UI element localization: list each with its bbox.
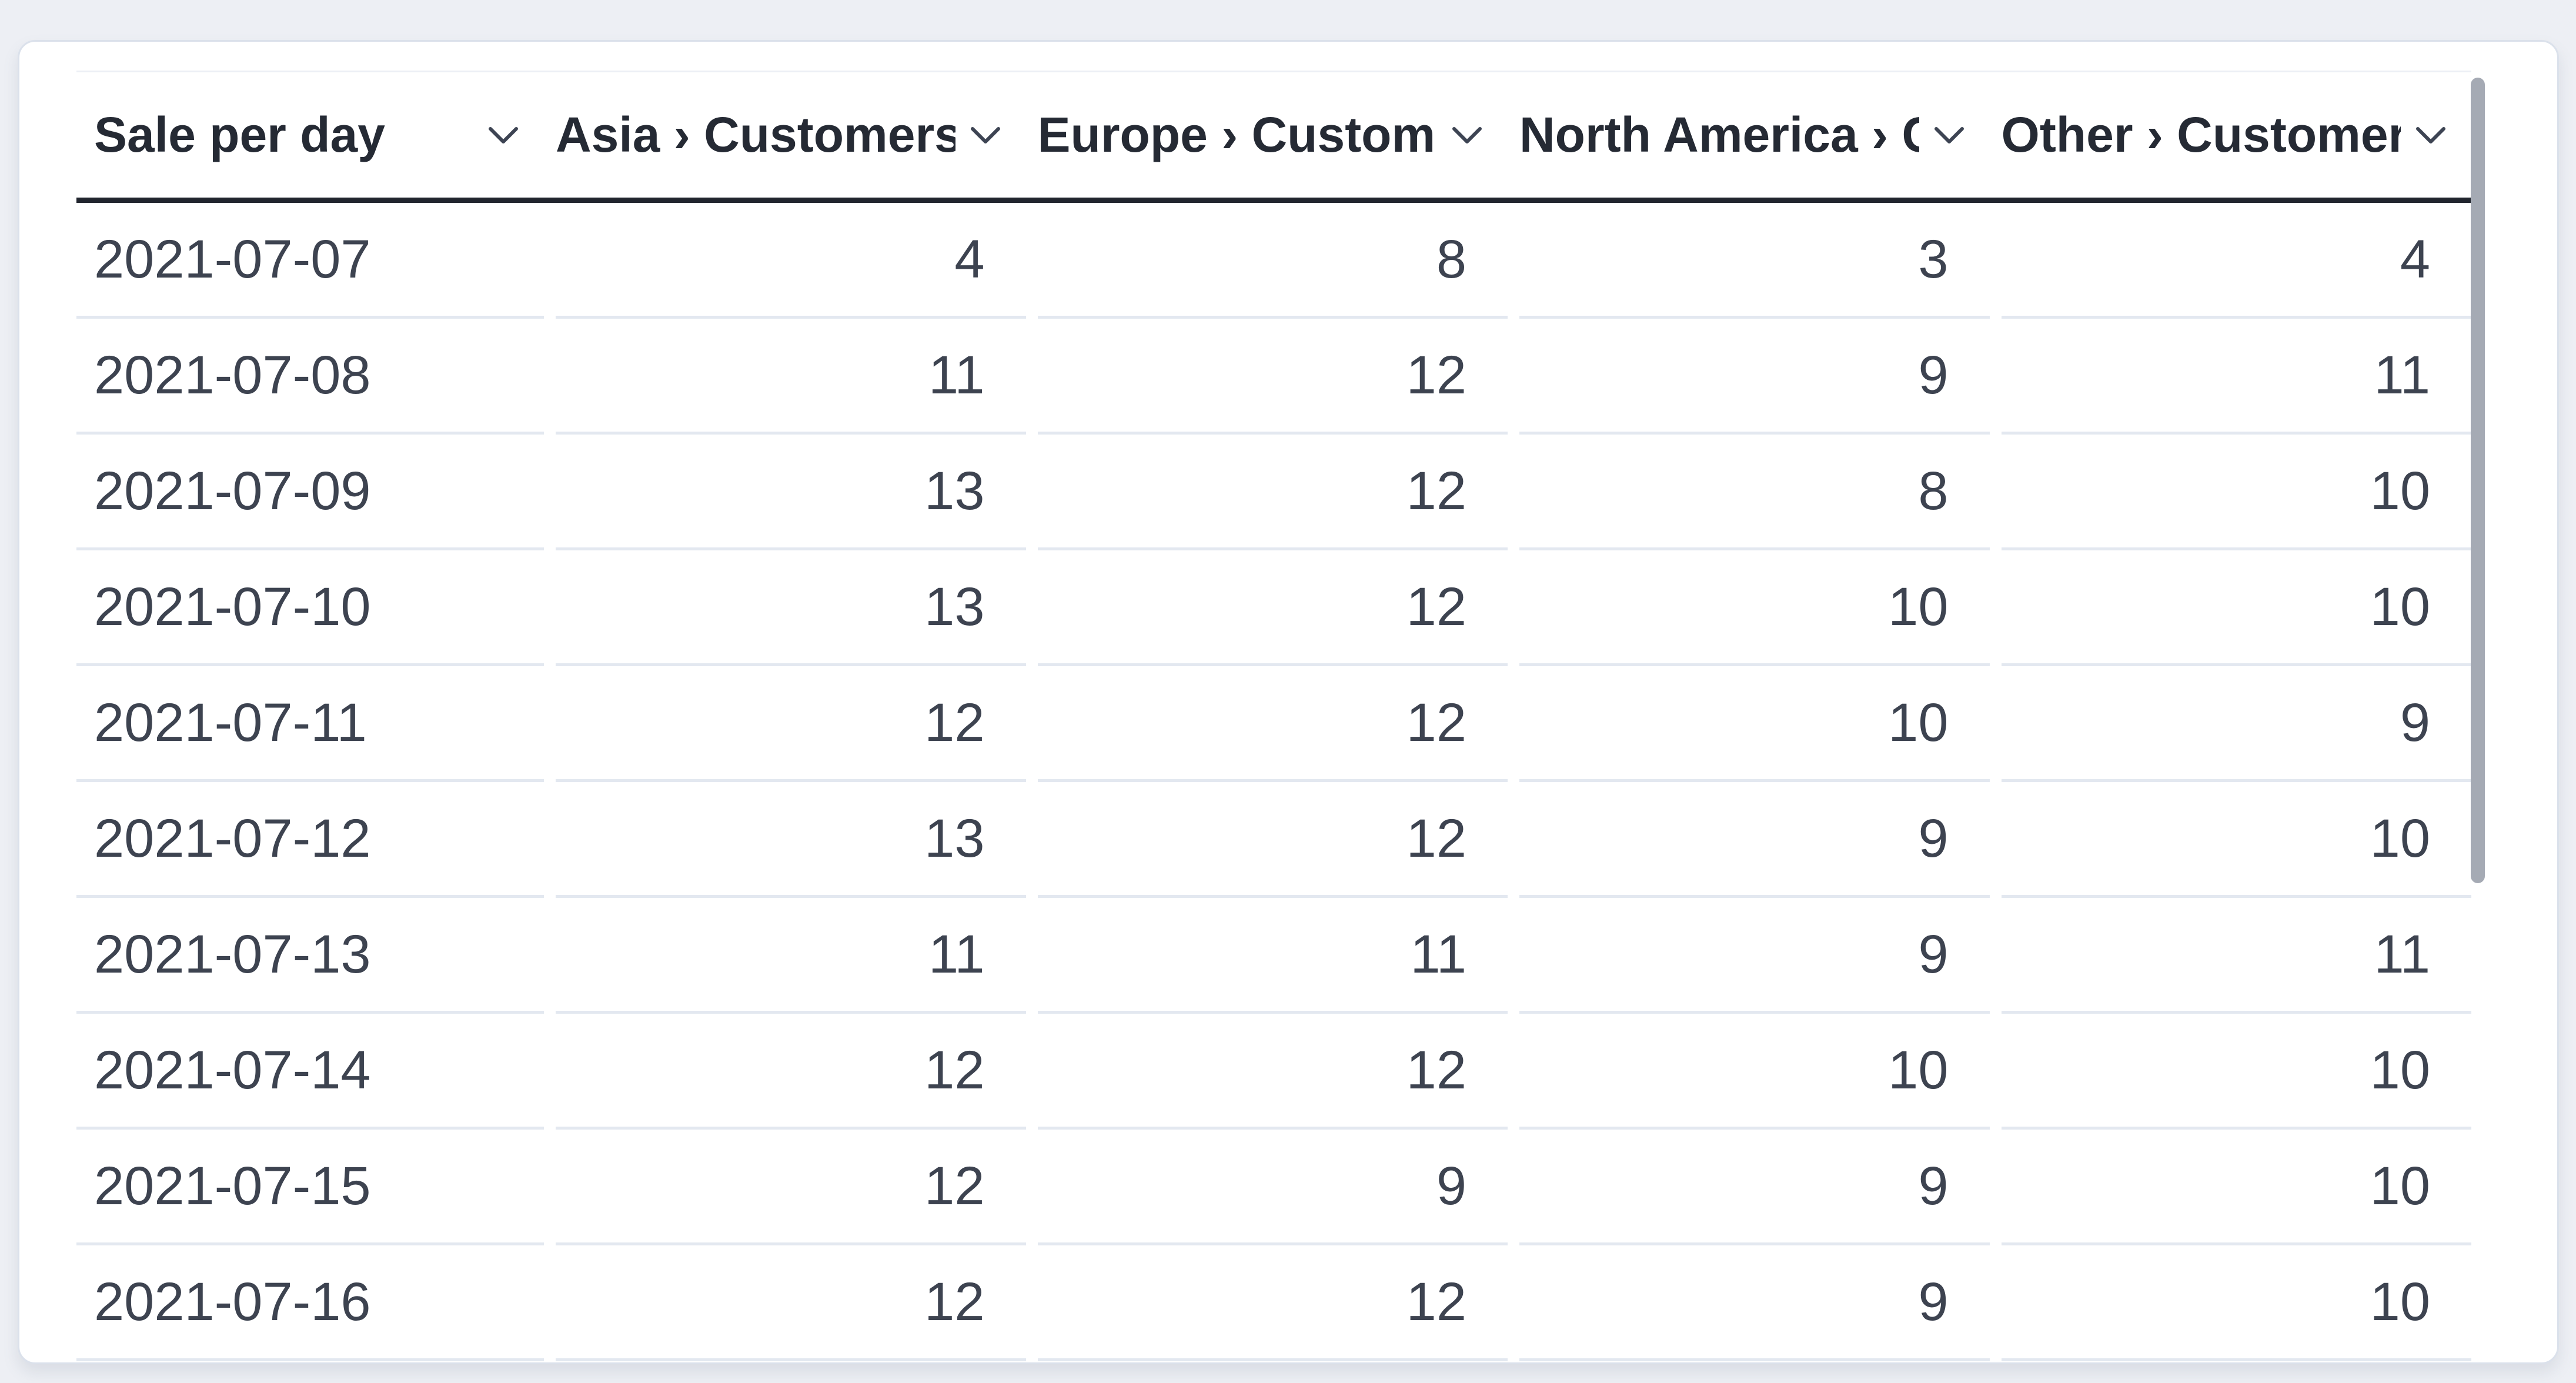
cell-europe-customers[interactable]: 12 (1037, 782, 1508, 898)
table-scroll-viewport: Sale per day Asia › Customers Europe › C… (76, 71, 2485, 1362)
chevron-down-icon[interactable] (1933, 125, 1965, 145)
chevron-down-icon[interactable] (970, 125, 1001, 145)
table-row: 2021-07-08 11 12 9 11 (76, 319, 2471, 435)
column-header-other-customers[interactable]: Other › Customers (2002, 72, 2472, 198)
cell-other-customers[interactable]: 10 (2001, 1245, 2471, 1361)
table-row: 2021-07-15 12 9 9 10 (76, 1130, 2471, 1245)
cell-north-america-customers[interactable]: 8 (1519, 435, 1990, 550)
chevron-down-icon[interactable] (1451, 125, 1483, 145)
data-table: Sale per day Asia › Customers Europe › C… (76, 71, 2471, 1361)
cell-date[interactable]: 2021-07-13 (76, 898, 544, 1014)
cell-asia-customers[interactable]: 13 (556, 782, 1026, 898)
cell-asia-customers[interactable]: 11 (556, 319, 1026, 435)
cell-north-america-customers[interactable]: 10 (1519, 666, 1990, 782)
cell-europe-customers[interactable]: 12 (1037, 435, 1508, 550)
cell-north-america-customers[interactable]: 9 (1519, 1130, 1990, 1245)
table-body: 2021-07-07 4 8 3 4 2021-07-08 11 12 9 11… (76, 203, 2471, 1361)
cell-north-america-customers[interactable]: 9 (1519, 898, 1990, 1014)
table-card: Sale per day Asia › Customers Europe › C… (18, 40, 2559, 1364)
table-header-row: Sale per day Asia › Customers Europe › C… (76, 71, 2471, 203)
cell-other-customers[interactable]: 11 (2001, 898, 2471, 1014)
table-row: 2021-07-12 13 12 9 10 (76, 782, 2471, 898)
cell-asia-customers[interactable]: 12 (556, 1245, 1026, 1361)
column-header-label: Sale per day (94, 107, 385, 162)
chevron-down-icon[interactable] (2415, 125, 2447, 145)
cell-other-customers[interactable]: 10 (2001, 1014, 2471, 1130)
cell-date[interactable]: 2021-07-14 (76, 1014, 544, 1130)
cell-other-customers[interactable]: 10 (2001, 550, 2471, 666)
cell-europe-customers[interactable]: 12 (1037, 666, 1508, 782)
cell-north-america-customers[interactable]: 10 (1519, 550, 1990, 666)
cell-europe-customers[interactable]: 12 (1037, 1014, 1508, 1130)
column-header-asia-customers[interactable]: Asia › Customers (556, 72, 1026, 198)
cell-date[interactable]: 2021-07-09 (76, 435, 544, 550)
cell-europe-customers[interactable]: 12 (1037, 1245, 1508, 1361)
cell-date[interactable]: 2021-07-16 (76, 1245, 544, 1361)
cell-europe-customers[interactable]: 12 (1037, 319, 1508, 435)
column-header-label: North America › Customers (1519, 107, 1919, 162)
table-row: 2021-07-14 12 12 10 10 (76, 1014, 2471, 1130)
cell-europe-customers[interactable]: 12 (1037, 550, 1508, 666)
cell-europe-customers[interactable]: 8 (1037, 203, 1508, 319)
cell-other-customers[interactable]: 10 (2001, 435, 2471, 550)
cell-north-america-customers[interactable]: 9 (1519, 1245, 1990, 1361)
column-header-europe-customers[interactable]: Europe › Customers (1038, 72, 1508, 198)
table-row: 2021-07-13 11 11 9 11 (76, 898, 2471, 1014)
column-header-label: Other › Customers (2001, 107, 2401, 162)
table-row: 2021-07-10 13 12 10 10 (76, 550, 2471, 666)
cell-europe-customers[interactable]: 9 (1037, 1130, 1508, 1245)
table-row: 2021-07-09 13 12 8 10 (76, 435, 2471, 550)
cell-date[interactable]: 2021-07-15 (76, 1130, 544, 1245)
cell-asia-customers[interactable]: 13 (556, 435, 1026, 550)
cell-other-customers[interactable]: 10 (2001, 1130, 2471, 1245)
cell-date[interactable]: 2021-07-10 (76, 550, 544, 666)
cell-date[interactable]: 2021-07-12 (76, 782, 544, 898)
chevron-down-icon[interactable] (487, 125, 519, 145)
cell-asia-customers[interactable]: 12 (556, 1130, 1026, 1245)
column-header-label: Asia › Customers (556, 107, 955, 162)
table-row: 2021-07-11 12 12 10 9 (76, 666, 2471, 782)
table-row: 2021-07-07 4 8 3 4 (76, 203, 2471, 319)
cell-asia-customers[interactable]: 12 (556, 666, 1026, 782)
vertical-scrollbar-thumb[interactable] (2471, 78, 2485, 883)
cell-other-customers[interactable]: 11 (2001, 319, 2471, 435)
cell-other-customers[interactable]: 4 (2001, 203, 2471, 319)
cell-north-america-customers[interactable]: 3 (1519, 203, 1990, 319)
cell-other-customers[interactable]: 10 (2001, 782, 2471, 898)
cell-asia-customers[interactable]: 11 (556, 898, 1026, 1014)
cell-date[interactable]: 2021-07-08 (76, 319, 544, 435)
column-header-sale-per-day[interactable]: Sale per day (76, 72, 544, 198)
cell-north-america-customers[interactable]: 10 (1519, 1014, 1990, 1130)
cell-north-america-customers[interactable]: 9 (1519, 782, 1990, 898)
cell-north-america-customers[interactable]: 9 (1519, 319, 1990, 435)
cell-europe-customers[interactable]: 11 (1037, 898, 1508, 1014)
cell-asia-customers[interactable]: 13 (556, 550, 1026, 666)
cell-date[interactable]: 2021-07-11 (76, 666, 544, 782)
cell-asia-customers[interactable]: 12 (556, 1014, 1026, 1130)
column-header-north-america-customers[interactable]: North America › Customers (1519, 72, 1990, 198)
cell-asia-customers[interactable]: 4 (556, 203, 1026, 319)
column-header-label: Europe › Customers (1037, 107, 1438, 162)
table-row: 2021-07-16 12 12 9 10 (76, 1245, 2471, 1361)
cell-date[interactable]: 2021-07-07 (76, 203, 544, 319)
cell-other-customers[interactable]: 9 (2001, 666, 2471, 782)
